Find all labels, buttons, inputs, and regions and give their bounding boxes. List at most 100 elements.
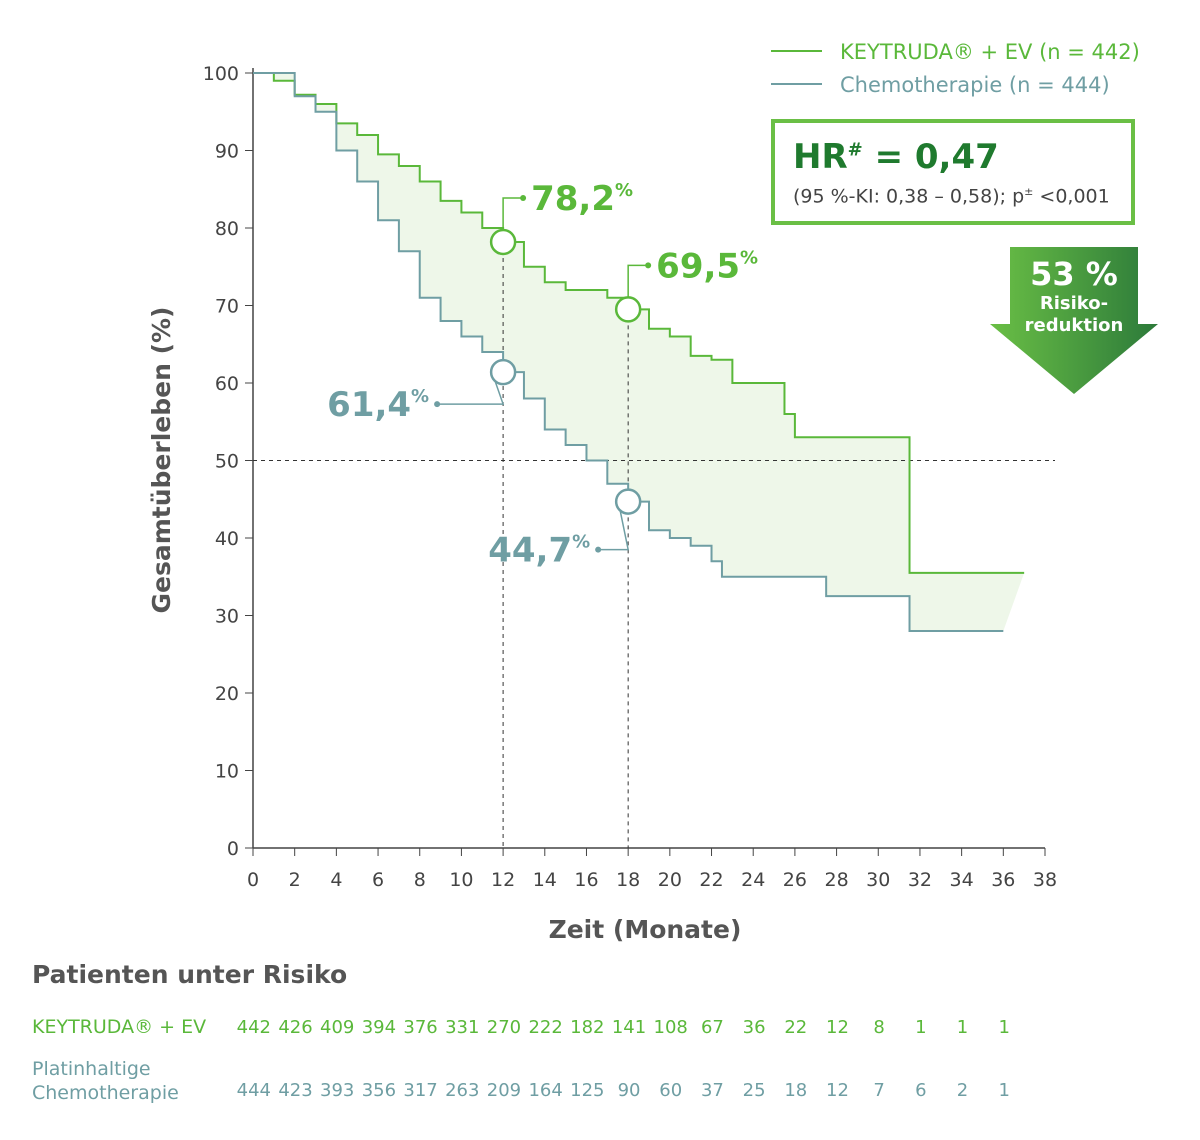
x-tick-label: 30 <box>866 869 890 891</box>
x-tick-label: 12 <box>491 869 515 891</box>
risk-value: 356 <box>361 1080 397 1101</box>
x-tick-label: 28 <box>824 869 848 891</box>
annotation-dot <box>595 546 602 553</box>
risk-value: 376 <box>403 1017 438 1038</box>
x-tick-label: 38 <box>1033 869 1057 891</box>
risk-value: 317 <box>403 1080 438 1101</box>
annotation-leader <box>598 510 630 551</box>
x-tick-label: 32 <box>908 869 932 891</box>
risk-value: 270 <box>486 1017 522 1038</box>
risk-value: 1 <box>998 1080 1010 1101</box>
risk-value: 8 <box>873 1017 885 1038</box>
landmark-marker <box>489 228 517 256</box>
risk-row-chemo: 444 423 393 356 317 263 209 164 125 90 60 37 25 18 12 7… <box>233 1080 1025 1101</box>
x-tick-label: 16 <box>574 869 598 891</box>
y-tick-label: 80 <box>215 218 239 240</box>
annotation-dot <box>520 194 527 201</box>
y-tick-label: 20 <box>215 683 239 705</box>
y-tick-label: 0 <box>227 838 239 860</box>
x-tick-label: 20 <box>658 869 682 891</box>
x-tick-label: 24 <box>741 869 765 891</box>
y-tick-label: 100 <box>203 63 239 85</box>
risk-label-keytruda: KEYTRUDA® + EV <box>32 1016 207 1038</box>
annotation-leader <box>627 264 649 298</box>
y-tick-label: 60 <box>215 373 239 395</box>
y-axis-label: Gesamtüberleben (%) <box>147 307 176 614</box>
risk-value: 12 <box>826 1017 849 1038</box>
landmark-marker <box>489 358 517 386</box>
annotation-label: 69,5% <box>656 246 758 286</box>
legend-label: KEYTRUDA® + EV (n = 442) <box>840 40 1140 64</box>
risk-value: 22 <box>784 1017 808 1038</box>
legend-label: Chemotherapie (n = 444) <box>840 73 1110 97</box>
y-tick-label: 50 <box>215 451 239 473</box>
x-tick-label: 22 <box>699 869 723 891</box>
x-tick-label: 6 <box>372 869 384 891</box>
risk-value: 164 <box>528 1080 563 1101</box>
annotation-label: 78,2% <box>531 179 633 219</box>
risk-value: 1 <box>998 1017 1010 1038</box>
risk-value: 36 <box>742 1017 766 1038</box>
x-tick-label: 18 <box>616 869 640 891</box>
risk-value: 409 <box>320 1017 355 1038</box>
annotation-leader <box>437 380 505 405</box>
risk-value: 37 <box>700 1080 724 1101</box>
y-tick-label: 30 <box>215 606 239 628</box>
hr-detail: (95 %-KI: 0,38 – 0,58); p <box>793 185 1025 208</box>
risk-value: 90 <box>617 1080 641 1101</box>
risk-value: 25 <box>742 1080 766 1101</box>
x-tick-label: 0 <box>247 869 259 891</box>
risk-value: 263 <box>445 1080 480 1101</box>
risk-value: 67 <box>700 1017 724 1038</box>
risk-value: 125 <box>570 1080 605 1101</box>
x-tick-label: 10 <box>449 869 473 891</box>
risk-value: 1 <box>956 1017 969 1038</box>
chemo-curve <box>253 72 1004 632</box>
risk-title: Patienten unter Risiko <box>32 960 348 989</box>
risk-value: 444 <box>236 1080 272 1101</box>
annotation-label: 61,4% <box>327 385 429 425</box>
risk-value: 108 <box>653 1017 688 1038</box>
risk-value: 426 <box>278 1017 313 1038</box>
x-tick-label: 4 <box>330 869 342 891</box>
x-axis-label: Zeit (Monate) <box>549 915 742 944</box>
risk-value: 331 <box>445 1017 480 1038</box>
annotation-label: 44,7% <box>488 531 590 571</box>
x-tick-label: 34 <box>950 869 974 891</box>
y-tick-label: 90 <box>215 141 239 163</box>
hr-box: HR# = 0,47 (95 %-KI: 0,38 – 0,58); p± <0… <box>771 119 1135 225</box>
x-tick-label: 2 <box>289 869 301 891</box>
risk-value: 394 <box>361 1017 397 1038</box>
risk-value: 222 <box>528 1017 563 1038</box>
annotation-leader <box>502 197 524 230</box>
risk-row-keytruda: 442 426 409 394 376 331 270 222 182 141 108 67 36 22 1… <box>233 1017 1025 1038</box>
hr-title: HR <box>793 137 848 177</box>
risk-label-chemo: Platinhaltige Chemotherapie <box>32 1058 179 1104</box>
landmark-marker <box>614 488 642 515</box>
risk-value: 6 <box>915 1080 927 1101</box>
landmark-marker <box>614 296 642 323</box>
x-tick-label: 14 <box>533 869 557 891</box>
risk-value: 7 <box>873 1080 885 1101</box>
risk-value: 60 <box>659 1080 683 1101</box>
keytruda-curve <box>253 72 1025 574</box>
x-tick-label: 26 <box>783 869 807 891</box>
risk-value: 182 <box>570 1017 605 1038</box>
y-tick-label: 70 <box>215 296 239 318</box>
risk-value: 442 <box>236 1017 272 1038</box>
risk-value: 1 <box>915 1017 927 1038</box>
risk-value: 423 <box>278 1080 313 1101</box>
x-tick-label: 36 <box>991 869 1015 891</box>
risk-value: 12 <box>826 1080 849 1101</box>
risk-value: 141 <box>611 1017 647 1038</box>
risk-reduction-arrow: 53 % Risiko- reduktion <box>990 247 1158 394</box>
risk-value: 209 <box>486 1080 522 1101</box>
survival-difference-area <box>253 73 1025 631</box>
risk-value: 2 <box>956 1080 969 1101</box>
y-tick-label: 40 <box>215 528 239 550</box>
y-tick-label: 10 <box>215 761 239 783</box>
annotation-dot <box>434 401 441 408</box>
x-tick-label: 8 <box>414 869 426 891</box>
